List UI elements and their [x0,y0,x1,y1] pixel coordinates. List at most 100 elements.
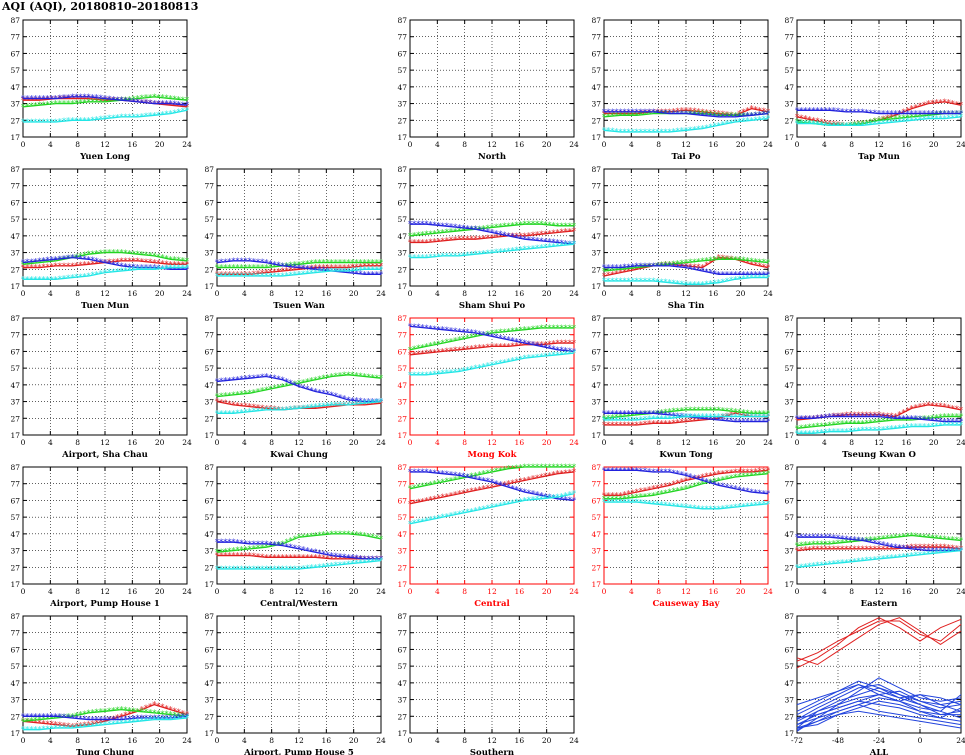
series-point-blue: * [240,375,244,384]
y-tick-label: 87 [397,165,407,174]
series-point-blue: * [631,108,635,117]
series-point-cyan: * [99,115,103,124]
series-point-cyan: * [461,367,465,376]
y-tick-label: 67 [10,496,20,505]
x-tick-label: 4 [242,438,247,447]
series-point-cyan: * [543,352,547,361]
series-point-cyan: * [610,277,614,286]
series-point-red: * [74,95,78,104]
series-point-blue: * [457,327,461,336]
series-point-red: * [635,421,639,430]
series-point-green: * [709,256,713,265]
series-point-green: * [729,111,733,120]
panel-name: Kwai Chung [270,450,328,460]
y-tick-label: 57 [397,513,407,522]
series-point-blue: * [70,93,74,102]
x-tick-label: 12 [100,736,110,745]
series-point-cyan: * [227,409,231,418]
series-point-cyan: * [152,111,156,120]
series-point-cyan: * [236,272,240,281]
series-point-cyan: * [244,408,248,417]
series-point-blue: * [128,263,132,272]
series-point-red: * [692,417,696,426]
series-point-green: * [560,324,564,333]
x-tick-label: 12 [100,438,110,447]
series-point-red: * [87,260,91,269]
series-point-blue: * [506,232,510,241]
x-tick-label: 12 [487,289,497,298]
series-point-green: * [877,116,881,125]
series-point-cyan: * [959,547,963,556]
series-point-red: * [50,95,54,104]
series-point-red: * [177,102,181,111]
series-point-green: * [215,393,219,402]
series-point-red: * [342,401,346,410]
series-point-cyan: * [766,413,770,422]
y-tick-label: 57 [397,66,407,75]
x-tick-label: 12 [487,438,497,447]
series-point-green: * [498,328,502,337]
series-point-blue: * [535,342,539,351]
x-tick-label: 24 [956,736,965,745]
series-point-green: * [445,338,449,347]
series-point-green: * [721,111,725,120]
series-point-blue: * [606,264,610,273]
series-point-cyan: * [606,277,610,286]
series-point-cyan: * [618,128,622,137]
series-point-cyan: * [219,272,223,281]
series-point-red: * [647,263,651,272]
series-point-cyan: * [441,369,445,378]
series-point-cyan: * [700,280,704,289]
series-point-green: * [873,117,877,126]
series-point-green: * [144,251,148,260]
series-point-blue: * [523,339,527,348]
series-point-blue: * [437,325,441,334]
series-point-blue: * [181,101,185,110]
series-point-blue: * [676,263,680,272]
y-tick-label: 37 [10,398,20,407]
y-tick-label: 47 [397,232,407,241]
series-point-green: * [70,100,74,109]
series-point-cyan: * [733,275,737,284]
series-point-red: * [692,263,696,272]
series-point-green: * [318,375,322,384]
series-point-cyan: * [359,400,363,409]
x-tick-label: 20 [349,587,359,596]
series-point-green: * [223,392,227,401]
series-point-blue: * [453,327,457,336]
series-point-green: * [301,378,305,387]
series-point-blue: * [429,221,433,230]
series-point-red: * [338,264,342,273]
y-tick-label: 77 [397,331,407,340]
series-point-green: * [433,229,437,238]
series-point-blue: * [741,270,745,279]
series-point-green: * [618,111,622,120]
y-tick-label: 67 [784,49,794,58]
series-point-cyan: * [692,125,696,134]
series-point-blue: * [244,375,248,384]
series-point-cyan: * [926,115,930,124]
series-point-green: * [445,228,449,237]
series-point-cyan: * [379,398,383,407]
series-point-red: * [177,260,181,269]
series-point-red: * [37,96,41,105]
series-point-blue: * [305,385,309,394]
series-point-red: * [437,237,441,246]
y-tick-label: 47 [591,381,601,390]
series-point-blue: * [523,235,527,244]
series-point-red: * [272,268,276,277]
series-point-blue: * [293,381,297,390]
series-point-red: * [379,262,383,271]
series-point-green: * [672,260,676,269]
series-point-red: * [889,113,893,122]
series-line-blue [216,260,381,275]
series-point-green: * [58,100,62,109]
series-point-red: * [474,235,478,244]
series-point-blue: * [354,269,358,278]
series-point-blue: * [156,100,160,109]
series-point-blue: * [342,395,346,404]
series-point-cyan: * [433,253,437,262]
series-point-cyan: * [664,278,668,287]
series-point-cyan: * [922,115,926,124]
